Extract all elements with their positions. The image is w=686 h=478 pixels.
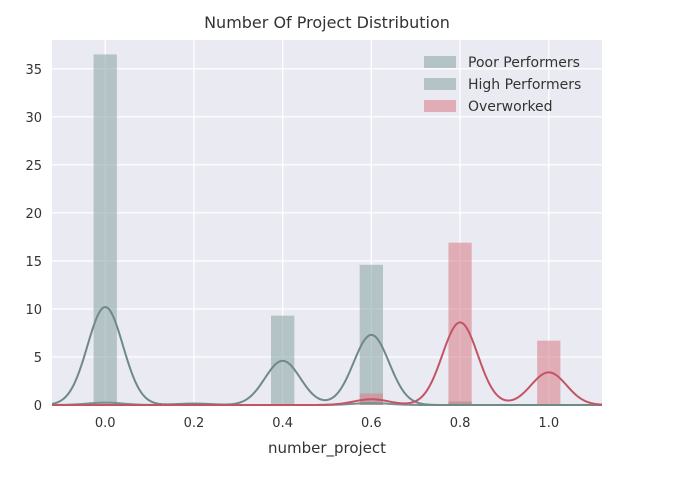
y-tick-label: 35	[25, 63, 42, 78]
legend: Poor Performers High Performers Overworked	[424, 55, 581, 115]
y-tick-label: 0	[34, 399, 42, 414]
histogram-bar	[448, 242, 472, 405]
kde-curve	[52, 321, 603, 406]
y-tick-label: 10	[25, 303, 42, 318]
legend-label: Poor Performers	[468, 55, 580, 71]
x-tick-label: 0.6	[361, 416, 382, 431]
x-tick-label: 0.2	[184, 416, 205, 431]
x-tick-label: 0.0	[95, 416, 116, 431]
legend-swatch	[424, 78, 456, 90]
chart-title: Number Of Project Distribution	[204, 13, 450, 32]
x-tick-label: 0.8	[450, 416, 471, 431]
legend-label: Overworked	[468, 99, 553, 115]
kde-curve	[51, 306, 602, 406]
x-tick-label: 1.0	[538, 416, 559, 431]
y-tick-labels: 0 5 10 15 20 25 30 35	[25, 63, 42, 414]
y-tick-label: 5	[34, 351, 42, 366]
legend-label: High Performers	[468, 77, 581, 93]
x-axis-title: number_project	[268, 439, 386, 458]
legend-swatch	[424, 56, 456, 68]
y-tick-label: 25	[25, 159, 42, 174]
x-tick-labels: 0.0 0.2 0.4 0.6 0.8 1.0	[95, 416, 559, 431]
legend-swatch	[424, 100, 456, 112]
histogram-bars	[93, 54, 561, 405]
y-tick-label: 30	[25, 111, 42, 126]
kde-curves	[51, 306, 603, 406]
grid-lines	[52, 40, 602, 406]
histogram-bar	[93, 54, 117, 405]
x-tick-label: 0.4	[272, 416, 293, 431]
y-tick-label: 15	[25, 255, 42, 270]
y-tick-label: 20	[25, 207, 42, 222]
plot-area	[52, 40, 602, 405]
